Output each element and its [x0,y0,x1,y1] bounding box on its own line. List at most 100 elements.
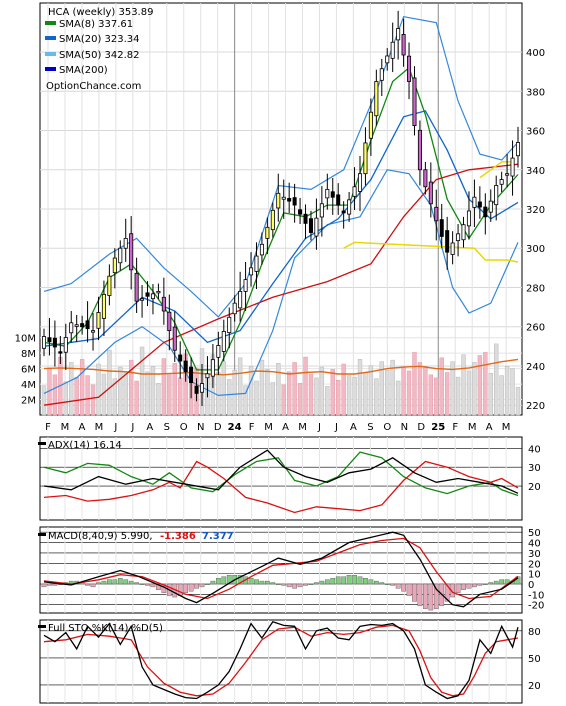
macd-histogram-bar [275,583,281,585]
candle-body [96,312,101,329]
macd-legend-swatch [38,533,46,536]
x-tick-label: A [79,422,86,433]
volume-bar [178,377,183,416]
candle-body [494,185,499,206]
macd-histogram-bar [314,582,319,585]
macd-signal-value: -1.386 [160,531,196,542]
macd-histogram-bar [335,576,341,585]
candle-body [243,279,248,292]
macd-histogram-bar [477,583,483,586]
legend-sma20: SMA(20) 323.34 [59,34,140,45]
candle-body [47,337,52,343]
macd-histogram-bar [303,583,308,586]
macd-histogram-bar [308,583,314,585]
macd-histogram-bar [188,583,194,592]
candle-body [74,324,79,327]
macd-histogram-bar [117,577,123,585]
candle-body [357,173,363,192]
macd-histogram-bar [47,583,52,586]
x-tick-label: J [130,422,134,433]
x-tick-label: M [298,422,307,433]
volume-bar [434,377,439,416]
macd-histogram-bar [401,583,406,592]
volume-bar [232,369,237,416]
macd-histogram-bar [205,583,210,585]
volume-sma-line [43,358,519,376]
candle-body [270,209,275,231]
macd-histogram-bar [292,583,297,589]
di-plus-line [43,451,519,497]
volume-bar [52,374,58,416]
legend-swatch-sma8 [45,21,56,25]
candle-body [461,224,466,241]
macd-histogram-bar [428,583,434,611]
volume-bar [477,355,483,416]
x-tick-label: O [383,422,391,433]
x-tick-label: S [164,422,170,433]
candle-body [510,157,515,177]
candle-body [314,217,319,237]
macd-histogram-bar [341,576,347,585]
x-tick-label: A [486,422,493,433]
candle-body [477,201,482,208]
volume-bar [286,371,292,416]
candle-body [434,206,439,222]
sto-title: Full STO %K(14) %D(5) [48,623,163,634]
candle-body [123,238,128,249]
volume-bar [281,384,286,416]
x-tick-label: O [180,422,188,433]
volume-tick-label: 4M [21,380,36,391]
volume-bar [292,362,297,416]
candle-body [330,191,335,198]
macd-histogram-bar [199,583,205,588]
volume-bar [472,362,477,416]
candle-body [325,188,330,199]
macd-histogram-bar [384,583,390,585]
macd-histogram-bar [281,583,287,586]
candle-body [91,330,96,333]
candle-body [194,385,199,394]
x-tick-label: N [197,422,204,433]
volume-bar [79,359,85,416]
candle-body [167,311,172,332]
price-tick-label: 340 [526,166,545,177]
volume-bar [123,372,128,416]
volume-bar [341,363,346,416]
volume-bar [325,386,330,416]
di-minus-line [43,460,519,514]
macd-histogram-bar [286,583,292,588]
volume-bar [357,359,363,416]
volume-axis-ticks: 2M 4M 6M 8M 10M [15,334,36,407]
macd-histogram-bar [472,583,477,588]
candle-body [112,257,117,274]
x-tick-label: J [334,422,338,433]
sto-panel-frame [39,619,523,704]
candle-body [156,290,161,294]
indicator-tick-label: -10 [528,590,544,601]
volume-bar [69,362,74,416]
volume-bar [172,362,177,416]
volume-bar [401,367,406,416]
candle-body [347,199,352,215]
x-tick-label: D [417,422,425,433]
legend-sma8: SMA(8) 337.61 [59,19,133,30]
volume-bar [254,380,259,416]
volume-bar [423,366,428,416]
price-tick-label: 360 [526,127,545,138]
macd-histogram-bar [134,582,139,585]
price-tick-label: 380 [526,87,545,98]
candle-body [205,373,210,379]
candle-body [101,293,106,319]
candle-body [439,219,444,237]
candle-body [450,242,455,255]
macd-histogram-bar [139,583,145,585]
volume-bar [270,382,276,416]
volume-bar [455,376,461,416]
indicator-tick-label: 20 [528,681,541,692]
volume-bar [368,365,374,416]
macd-histogram-bar [112,579,118,585]
volume-bar [216,372,221,416]
candle-body [172,326,177,351]
adx-panel-frame [39,436,523,521]
macd-histogram-bar [194,583,199,589]
